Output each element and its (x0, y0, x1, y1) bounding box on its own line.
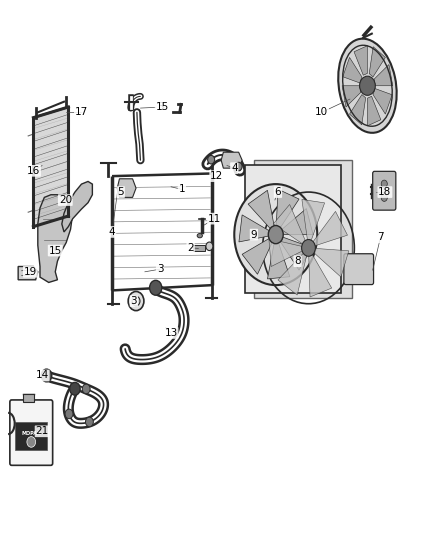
Text: 12: 12 (210, 171, 223, 181)
Circle shape (268, 225, 283, 244)
Text: 5: 5 (117, 187, 124, 197)
Circle shape (208, 156, 215, 164)
Polygon shape (313, 212, 347, 246)
FancyBboxPatch shape (344, 254, 374, 285)
FancyBboxPatch shape (10, 400, 53, 465)
FancyBboxPatch shape (373, 171, 396, 210)
Circle shape (150, 280, 162, 295)
Polygon shape (269, 239, 302, 266)
Polygon shape (38, 195, 73, 282)
Text: 10: 10 (315, 107, 328, 117)
Text: 16: 16 (27, 166, 40, 176)
Polygon shape (354, 46, 367, 75)
Polygon shape (314, 248, 349, 277)
Circle shape (27, 437, 35, 447)
Circle shape (85, 417, 93, 427)
Circle shape (234, 184, 317, 285)
Circle shape (128, 292, 144, 311)
Polygon shape (373, 88, 392, 114)
Polygon shape (374, 64, 393, 86)
Text: 15: 15 (155, 102, 169, 112)
Polygon shape (268, 243, 290, 279)
Text: MOPAR: MOPAR (21, 431, 41, 437)
Polygon shape (117, 179, 136, 197)
Text: 19: 19 (24, 267, 37, 277)
Polygon shape (343, 58, 362, 83)
Polygon shape (221, 152, 242, 168)
Circle shape (302, 239, 315, 256)
Polygon shape (350, 94, 366, 125)
Polygon shape (239, 215, 269, 242)
Text: 4: 4 (231, 163, 237, 173)
Polygon shape (248, 190, 274, 229)
Text: 6: 6 (275, 187, 281, 197)
Text: 3: 3 (131, 296, 137, 306)
Polygon shape (33, 107, 68, 227)
Polygon shape (273, 205, 305, 244)
Text: 1: 1 (179, 184, 185, 195)
Circle shape (235, 162, 242, 171)
Polygon shape (254, 160, 352, 298)
Text: 5: 5 (157, 102, 163, 112)
Polygon shape (282, 208, 313, 235)
Polygon shape (369, 47, 385, 77)
Circle shape (65, 409, 73, 419)
Polygon shape (309, 255, 332, 297)
Circle shape (206, 242, 213, 251)
Text: 17: 17 (75, 107, 88, 117)
Text: 9: 9 (251, 230, 257, 240)
Text: 21: 21 (35, 426, 49, 437)
Circle shape (82, 384, 90, 394)
Circle shape (70, 382, 80, 395)
Polygon shape (367, 96, 381, 126)
Polygon shape (62, 181, 92, 232)
Bar (193, 245, 205, 251)
Text: 18: 18 (378, 187, 392, 197)
Text: 14: 14 (35, 370, 49, 381)
Polygon shape (278, 253, 307, 295)
Bar (23, 393, 34, 402)
Polygon shape (276, 189, 299, 228)
Ellipse shape (338, 39, 397, 133)
Text: 4: 4 (109, 227, 115, 237)
Circle shape (360, 76, 375, 95)
Circle shape (381, 194, 387, 201)
Text: 15: 15 (49, 246, 62, 255)
Polygon shape (245, 165, 341, 293)
Bar (15, 422, 47, 450)
Text: 13: 13 (164, 328, 177, 338)
Circle shape (381, 180, 387, 188)
Text: 11: 11 (208, 214, 221, 224)
Polygon shape (302, 199, 325, 240)
Ellipse shape (197, 233, 202, 238)
Text: 3: 3 (157, 264, 163, 274)
Text: 8: 8 (294, 256, 301, 266)
Polygon shape (280, 237, 311, 270)
Polygon shape (342, 86, 361, 107)
Text: 7: 7 (377, 232, 384, 243)
Polygon shape (18, 266, 38, 280)
Polygon shape (242, 239, 272, 274)
Text: 20: 20 (59, 195, 72, 205)
Circle shape (41, 369, 52, 382)
Text: 2: 2 (187, 243, 194, 253)
